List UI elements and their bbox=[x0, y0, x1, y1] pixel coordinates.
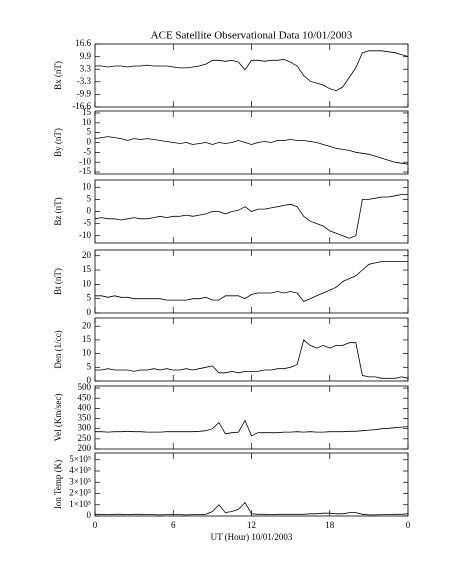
y-axis-label: Bz (nT) bbox=[53, 197, 63, 225]
y-tick-label: 3×10⁵ bbox=[69, 476, 91, 486]
y-tick-label: 2×10⁵ bbox=[69, 488, 91, 498]
y-tick-label: 0 bbox=[87, 206, 92, 216]
y-tick-label: 200 bbox=[78, 443, 92, 453]
y-tick-label: -15 bbox=[79, 166, 91, 176]
panel-frame bbox=[94, 43, 409, 108]
panel-frame bbox=[94, 249, 409, 314]
x-tick-label: 12 bbox=[247, 520, 256, 530]
y-tick-label: 300 bbox=[78, 423, 92, 433]
panel-frame bbox=[94, 110, 409, 175]
y-tick-label: 0 bbox=[87, 307, 92, 317]
y-axis-label: Ion Temp (K) bbox=[53, 460, 63, 509]
y-tick-label: 9.9 bbox=[80, 51, 92, 61]
y-tick-label: 10 bbox=[82, 181, 92, 191]
y-tick-label: 15 bbox=[82, 264, 92, 274]
y-tick-label: 10 bbox=[82, 348, 92, 358]
y-tick-label: -5 bbox=[84, 218, 92, 228]
y-tick-label: -5 bbox=[84, 146, 92, 156]
data-line bbox=[95, 339, 409, 379]
y-tick-label: 350 bbox=[78, 413, 92, 423]
y-axis-label: Vel (Km/sec) bbox=[53, 394, 63, 442]
y-tick-label: 1×10⁵ bbox=[69, 499, 91, 509]
y-tick-label: 5 bbox=[87, 361, 92, 371]
panel-frame bbox=[94, 452, 409, 517]
data-line bbox=[95, 419, 409, 437]
y-tick-label: 0 bbox=[87, 375, 92, 385]
y-axis-label: Bx (nT) bbox=[53, 61, 63, 90]
data-line bbox=[95, 501, 409, 516]
y-tick-label: -9.9 bbox=[77, 88, 92, 98]
y-tick-label: 10 bbox=[82, 117, 92, 127]
y-tick-label: 3.3 bbox=[80, 63, 92, 73]
data-line bbox=[95, 50, 409, 92]
y-tick-label: 10 bbox=[82, 278, 92, 288]
y-tick-label: 250 bbox=[78, 433, 92, 443]
y-tick-label: -3.3 bbox=[77, 76, 92, 86]
y-tick-label: 400 bbox=[78, 402, 92, 412]
data-line bbox=[94, 194, 408, 239]
y-tick-label: 20 bbox=[82, 320, 92, 330]
y-axis-label: Den (1/cc) bbox=[53, 330, 63, 368]
y-tick-label: 5 bbox=[87, 293, 92, 303]
y-axis-label: Bt (nT) bbox=[53, 268, 63, 295]
panel-frame bbox=[94, 385, 409, 450]
y-tick-label: 5 bbox=[87, 127, 92, 137]
x-axis-label: UT (Hour) 10/01/2003 bbox=[211, 532, 293, 542]
y-tick-label: 15 bbox=[82, 107, 92, 117]
data-line bbox=[94, 136, 409, 165]
y-tick-label: 5 bbox=[87, 193, 92, 203]
y-tick-label: 0 bbox=[87, 137, 92, 147]
y-tick-label: 4×10⁵ bbox=[69, 465, 91, 475]
y-tick-label: -10 bbox=[79, 156, 91, 166]
y-tick-label: -16.6 bbox=[72, 101, 91, 111]
y-tick-label: 5×10⁵ bbox=[69, 454, 91, 464]
y-axis-label: By (nT) bbox=[53, 128, 63, 157]
y-tick-label: 500 bbox=[78, 382, 92, 392]
y-tick-label: -10 bbox=[79, 230, 91, 240]
data-line bbox=[95, 261, 408, 302]
x-tick-label: 0 bbox=[406, 520, 411, 530]
x-tick-label: 6 bbox=[171, 520, 176, 530]
y-tick-label: 20 bbox=[82, 250, 92, 260]
y-tick-label: 15 bbox=[82, 334, 92, 344]
x-tick-label: 0 bbox=[93, 520, 98, 530]
chart-title: ACE Satellite Observational Data 10/01/2… bbox=[151, 30, 353, 42]
x-tick-label: 18 bbox=[325, 520, 335, 530]
y-tick-label: 450 bbox=[78, 392, 92, 402]
y-tick-label: 0 bbox=[87, 510, 92, 520]
y-tick-label: 16.6 bbox=[75, 38, 91, 48]
